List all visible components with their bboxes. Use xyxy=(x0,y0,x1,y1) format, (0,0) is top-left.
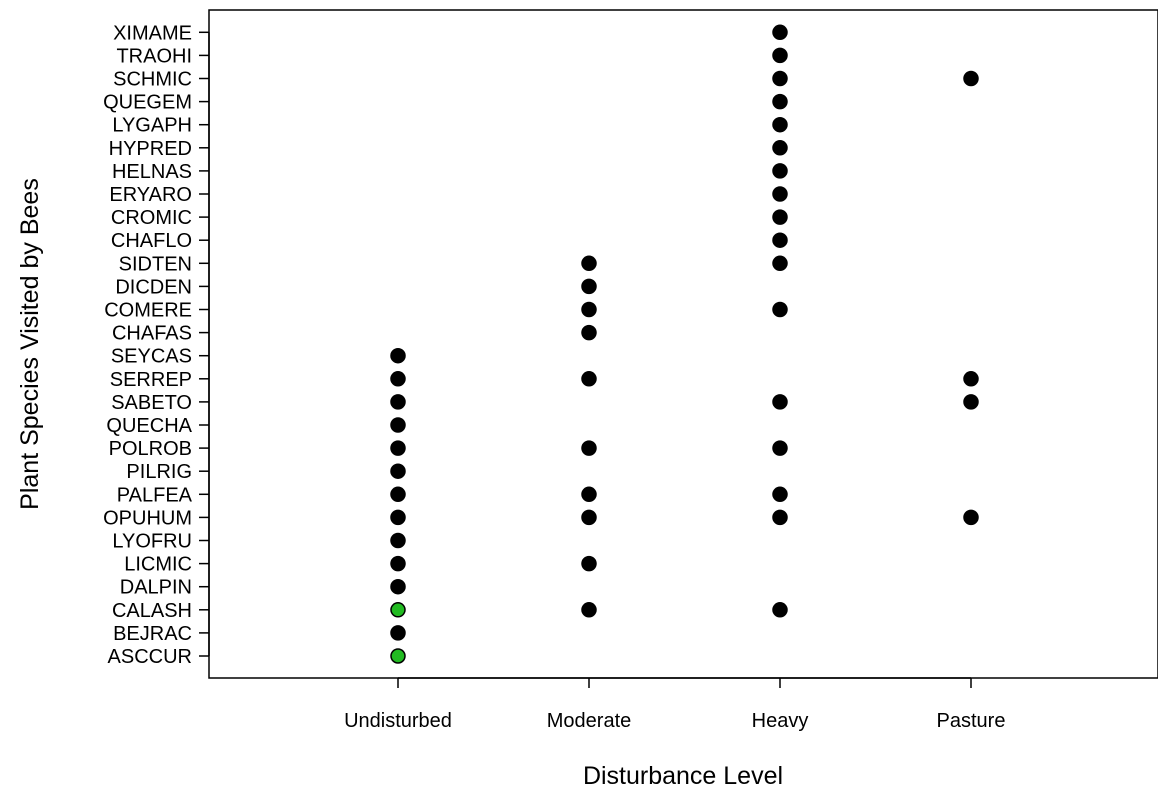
y-tick-label: SIDTEN xyxy=(119,253,192,275)
y-tick-label: TRAOHI xyxy=(116,45,192,67)
data-point xyxy=(390,625,406,641)
x-tick-label: Moderate xyxy=(547,710,632,732)
data-point xyxy=(581,371,597,387)
data-point xyxy=(772,486,788,503)
x-axis-title: Disturbance Level xyxy=(583,762,783,790)
data-point xyxy=(581,602,597,618)
data-point xyxy=(581,255,597,272)
data-point xyxy=(772,209,788,225)
y-tick-label: PILRIG xyxy=(126,461,192,483)
y-tick-label: CHAFLO xyxy=(111,230,192,252)
y-tick-label: DICDEN xyxy=(115,276,192,298)
y-axis: ASCCURBEJRACCALASHDALPINLICMICLYOFRUOPUH… xyxy=(103,22,210,668)
data-point xyxy=(390,509,406,526)
data-point xyxy=(390,648,406,664)
data-point xyxy=(963,371,979,387)
points-layer xyxy=(390,24,979,664)
data-point xyxy=(390,417,406,433)
data-point xyxy=(772,47,788,64)
y-tick-label: HYPRED xyxy=(109,138,192,160)
data-point xyxy=(390,440,406,456)
y-tick-label: COMERE xyxy=(104,300,192,322)
data-point xyxy=(772,186,788,202)
data-point xyxy=(581,278,597,295)
data-point xyxy=(772,301,788,318)
plot-frame-group xyxy=(208,9,1158,679)
y-tick-label: OPUHUM xyxy=(103,507,192,529)
data-point xyxy=(390,532,406,549)
data-point xyxy=(772,602,788,618)
data-point xyxy=(772,255,788,272)
x-tick-label: Heavy xyxy=(752,710,809,732)
y-tick-label: QUECHA xyxy=(106,415,192,437)
data-point xyxy=(772,394,788,410)
data-point xyxy=(390,371,406,387)
y-tick-label: DALPIN xyxy=(120,577,192,599)
data-point xyxy=(581,324,597,341)
y-tick-label: CALASH xyxy=(112,600,192,622)
data-point xyxy=(772,163,788,179)
y-tick-label: QUEGEM xyxy=(103,92,192,114)
data-point xyxy=(772,440,788,456)
plot-frame xyxy=(208,9,1158,679)
x-axis: Undisturbed Moderate Heavy Pasture xyxy=(344,677,1006,732)
data-point xyxy=(772,140,788,156)
y-tick-label: ASCCUR xyxy=(108,646,192,668)
data-point xyxy=(390,463,406,479)
data-point xyxy=(772,93,788,110)
data-point xyxy=(581,301,597,318)
y-tick-label: BEJRAC xyxy=(113,623,192,645)
data-point xyxy=(963,509,979,526)
y-tick-label: POLROB xyxy=(109,438,192,460)
y-tick-label: LICMIC xyxy=(124,554,192,576)
y-tick-label: SERREP xyxy=(110,369,192,391)
y-tick-label: SEYCAS xyxy=(111,346,192,368)
data-point xyxy=(772,509,788,526)
y-tick-label: HELNAS xyxy=(112,161,192,183)
y-tick-label: LYOFRU xyxy=(112,531,192,553)
x-tick-label: Undisturbed xyxy=(344,710,452,732)
data-point xyxy=(581,440,597,456)
data-point xyxy=(963,70,979,87)
data-point xyxy=(772,232,788,248)
data-point xyxy=(963,394,979,410)
x-tick-label: Pasture xyxy=(937,710,1006,732)
data-point xyxy=(390,555,406,572)
y-axis-title: Plant Species Visited by Bees xyxy=(16,178,44,510)
y-tick-label: SABETO xyxy=(111,392,192,414)
data-point xyxy=(772,116,788,133)
data-point xyxy=(390,578,406,595)
y-tick-label: CHAFAS xyxy=(112,323,192,345)
data-point xyxy=(581,486,597,503)
data-point xyxy=(390,602,406,618)
data-point xyxy=(390,486,406,503)
y-tick-label: PALFEA xyxy=(117,484,193,506)
data-point xyxy=(772,24,788,41)
y-tick-label: CROMIC xyxy=(111,207,192,229)
data-point xyxy=(390,394,406,410)
data-point xyxy=(772,70,788,87)
data-point xyxy=(581,509,597,526)
data-point xyxy=(390,347,406,364)
data-point xyxy=(581,555,597,572)
y-tick-label: SCHMIC xyxy=(113,69,192,91)
y-tick-label: ERYARO xyxy=(109,184,192,206)
y-tick-label: LYGAPH xyxy=(112,115,192,137)
y-tick-label: XIMAME xyxy=(113,22,192,44)
